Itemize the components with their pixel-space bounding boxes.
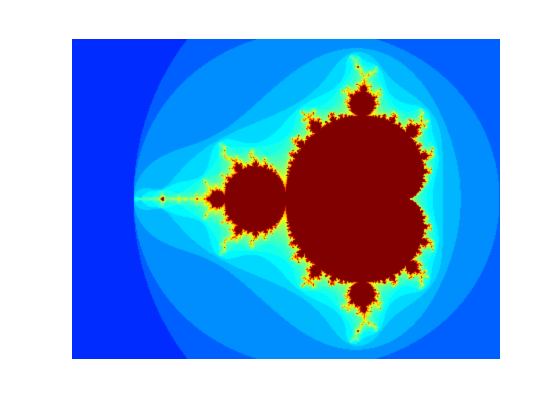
mandelbrot-canvas <box>72 39 500 359</box>
fractal-plot <box>72 39 500 359</box>
